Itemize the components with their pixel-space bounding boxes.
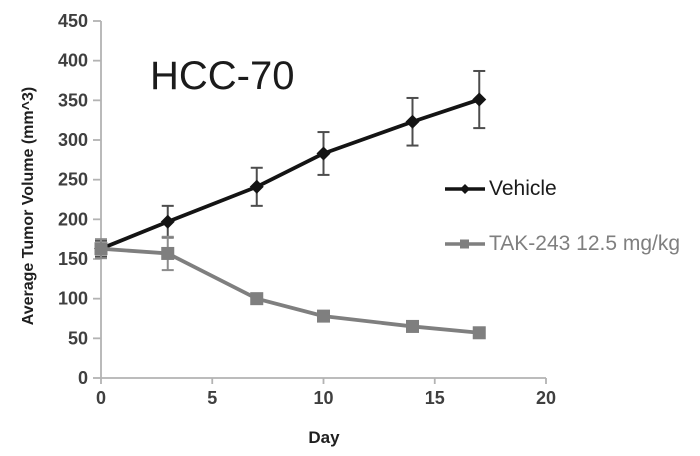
legend-label-vehicle: Vehicle — [489, 177, 557, 200]
legend: Vehicle TAK-243 12.5 mg/kg — [444, 177, 681, 255]
data-point-square — [406, 319, 419, 333]
data-point-diamond — [405, 114, 420, 129]
series-tak-243-12-5-mg-kg — [94, 235, 486, 340]
x-axis: 0 5 10 15 20 — [96, 378, 556, 408]
y-axis-label: Average Tumor Volume (mm^3) — [20, 86, 37, 326]
y-tick-label: 350 — [58, 90, 88, 110]
data-point-square — [317, 309, 330, 323]
vehicle-legend-marker-icon — [445, 184, 485, 194]
x-tick-label: 10 — [313, 388, 333, 408]
y-tick-label: 400 — [58, 51, 88, 71]
legend-item-vehicle: Vehicle — [444, 177, 680, 200]
data-point-square — [250, 292, 264, 306]
y-axis: 450 400 350 300 250 200 150 100 50 0 — [58, 11, 101, 388]
tak-243-legend-marker-icon — [445, 239, 485, 249]
y-tick-label: 0 — [78, 368, 88, 388]
y-tick-label: 200 — [58, 209, 88, 229]
data-point-square — [161, 246, 175, 260]
y-tick-label: 450 — [58, 11, 88, 31]
data-point-square — [94, 242, 108, 256]
x-tick-label: 15 — [425, 388, 445, 408]
legend-label-tak-243: TAK-243 12.5 mg/kg — [489, 232, 681, 255]
data-point-diamond — [160, 214, 175, 229]
y-tick-label: 100 — [58, 289, 88, 309]
data-point-diamond — [472, 92, 487, 107]
x-axis-label: Day — [308, 428, 340, 447]
data-point-diamond — [249, 179, 264, 194]
chart-title: HCC-70 — [150, 54, 295, 98]
y-tick-label: 300 — [58, 130, 88, 150]
series-line — [100, 246, 480, 335]
x-tick-label: 5 — [207, 388, 217, 408]
x-tick-label: 0 — [96, 388, 106, 408]
y-tick-label: 150 — [58, 249, 88, 269]
y-tick-label: 50 — [68, 328, 88, 348]
y-tick-label: 250 — [58, 170, 88, 190]
data-point-square — [472, 326, 486, 340]
legend-item-tak-243: TAK-243 12.5 mg/kg — [444, 232, 681, 255]
series-line — [100, 97, 480, 251]
data-point-diamond — [316, 146, 331, 161]
x-tick-label: 20 — [536, 388, 556, 408]
